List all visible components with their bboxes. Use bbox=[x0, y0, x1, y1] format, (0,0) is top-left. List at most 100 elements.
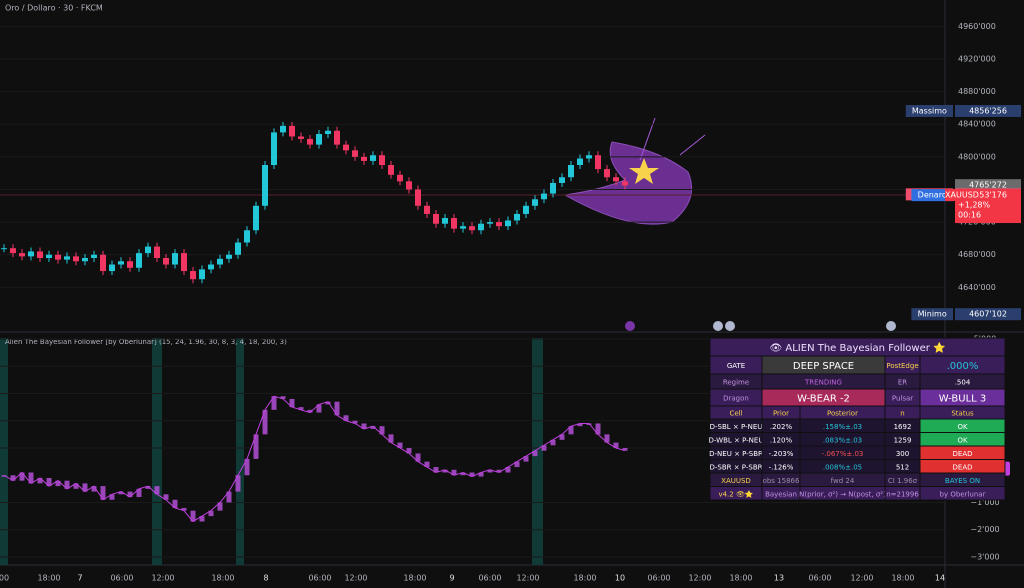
indicator-bar bbox=[46, 477, 52, 487]
candle bbox=[397, 174, 403, 182]
price-badge-value: 4856'256 bbox=[969, 106, 1007, 115]
candle bbox=[586, 155, 592, 159]
x-tick-label: 13 bbox=[774, 574, 784, 583]
indicator-bar bbox=[208, 510, 214, 517]
candle bbox=[343, 144, 349, 151]
panel-cell-text: XAUUSD bbox=[721, 477, 751, 485]
candle bbox=[415, 189, 421, 206]
candle bbox=[280, 125, 286, 133]
panel-cell-text: .504 bbox=[955, 379, 971, 387]
indicator-bar bbox=[55, 480, 61, 487]
panel-cell-text: -.067%±.03 bbox=[822, 450, 864, 458]
candle bbox=[460, 226, 466, 229]
x-tick-label: 14 bbox=[935, 574, 945, 583]
indicator-bar bbox=[118, 491, 124, 495]
y-tick-label: 4920'000 bbox=[958, 54, 996, 63]
indicator-bar bbox=[469, 472, 475, 477]
candle bbox=[307, 138, 313, 145]
panel-cell-text: W-BEAR -2 bbox=[797, 394, 850, 405]
indicator-bar bbox=[442, 469, 448, 473]
candle bbox=[91, 254, 97, 258]
candle bbox=[73, 256, 79, 262]
candle bbox=[334, 130, 340, 145]
panel-cell-text: .083%±.03 bbox=[823, 436, 862, 444]
indicator-bar bbox=[559, 434, 565, 440]
indicator-bar bbox=[28, 472, 34, 484]
indicator-bar bbox=[181, 507, 187, 511]
panel-cell-text: 300 bbox=[896, 450, 909, 458]
indicator-bar bbox=[487, 469, 493, 473]
candle bbox=[262, 165, 268, 206]
candle bbox=[190, 271, 196, 280]
indicator-bar bbox=[145, 486, 151, 489]
candle bbox=[604, 169, 610, 178]
indicator-bar bbox=[289, 398, 295, 408]
candle bbox=[118, 261, 124, 265]
panel-cell-text: D-NEU × P-SBR bbox=[709, 450, 763, 458]
flag-icon[interactable] bbox=[713, 321, 723, 331]
panel-cell-text: .158%±.03 bbox=[823, 423, 862, 431]
panel-cell-text: .120% bbox=[770, 436, 793, 444]
indicator-bar bbox=[190, 510, 196, 522]
price-badge bbox=[955, 179, 1021, 192]
candle bbox=[325, 130, 331, 135]
indicator-bar bbox=[415, 453, 421, 462]
candle bbox=[487, 222, 493, 224]
candle bbox=[613, 177, 619, 182]
price-badge-value: 4607'102 bbox=[969, 310, 1007, 319]
panel-cell-text: CI 1.96σ bbox=[888, 477, 918, 485]
indicator-bar bbox=[370, 426, 376, 429]
event-icon[interactable] bbox=[625, 321, 635, 331]
x-tick-label: 10 bbox=[615, 574, 625, 583]
panel-cell-text: v4.2 👁⭐ bbox=[718, 489, 753, 498]
candle bbox=[64, 256, 70, 260]
indicator-bar bbox=[19, 472, 25, 481]
indicator-bar bbox=[226, 491, 232, 503]
indicator-bar bbox=[343, 415, 349, 421]
candle bbox=[622, 181, 628, 186]
candle bbox=[154, 246, 160, 258]
panel-cell-text: BAYES ON bbox=[945, 477, 980, 485]
indicator-bar bbox=[37, 477, 43, 484]
price-badge bbox=[955, 308, 1021, 321]
indicator-bar bbox=[1, 475, 7, 477]
indicator-bar bbox=[235, 475, 241, 492]
candle bbox=[577, 158, 583, 166]
indicator-bar bbox=[424, 461, 430, 468]
candle bbox=[208, 264, 214, 270]
candle bbox=[370, 155, 376, 161]
x-tick-label: 06:00 bbox=[808, 574, 831, 583]
candle bbox=[451, 218, 457, 229]
panel-cell-text: TRENDING bbox=[804, 379, 842, 387]
indicator-bar bbox=[595, 423, 601, 435]
panel-cell-text: .000% bbox=[947, 361, 979, 372]
candle bbox=[550, 182, 556, 194]
x-tick-label: 18:00 bbox=[37, 574, 60, 583]
indicator-title: Alien The Bayesian Follower [by Oberluna… bbox=[5, 338, 287, 346]
panel-cell-text: Prior bbox=[773, 410, 789, 418]
indicator-bar bbox=[568, 426, 574, 435]
y-tick-label: 4680'000 bbox=[958, 250, 996, 259]
panel-cell-text: obs 15866 bbox=[763, 477, 800, 485]
indicator-bar bbox=[496, 469, 502, 473]
panel-cell-text: Status bbox=[951, 410, 974, 418]
indicator-bar bbox=[64, 480, 70, 489]
flag-icon[interactable] bbox=[886, 321, 896, 331]
panel-cell-text: D-SBL × P-NEU bbox=[710, 423, 763, 431]
panel-cell-text: 1692 bbox=[894, 423, 912, 431]
flag-icon[interactable] bbox=[725, 321, 735, 331]
x-tick-label: 12:00 bbox=[516, 574, 539, 583]
panel-cell-text: -.126% bbox=[769, 463, 794, 471]
x-tick-label: 06:00 bbox=[308, 574, 331, 583]
indicator-bar bbox=[10, 475, 16, 481]
indicator-bar bbox=[217, 502, 223, 511]
indicator-bar bbox=[505, 467, 511, 473]
candle bbox=[181, 253, 187, 272]
candle bbox=[55, 254, 61, 260]
indicator-bar bbox=[163, 494, 169, 500]
x-tick-label: 18:00 bbox=[891, 574, 914, 583]
candle bbox=[469, 226, 475, 231]
candle bbox=[82, 257, 88, 262]
symbol-title: Oro / Dollaro · 30 · FKCM bbox=[5, 4, 103, 13]
